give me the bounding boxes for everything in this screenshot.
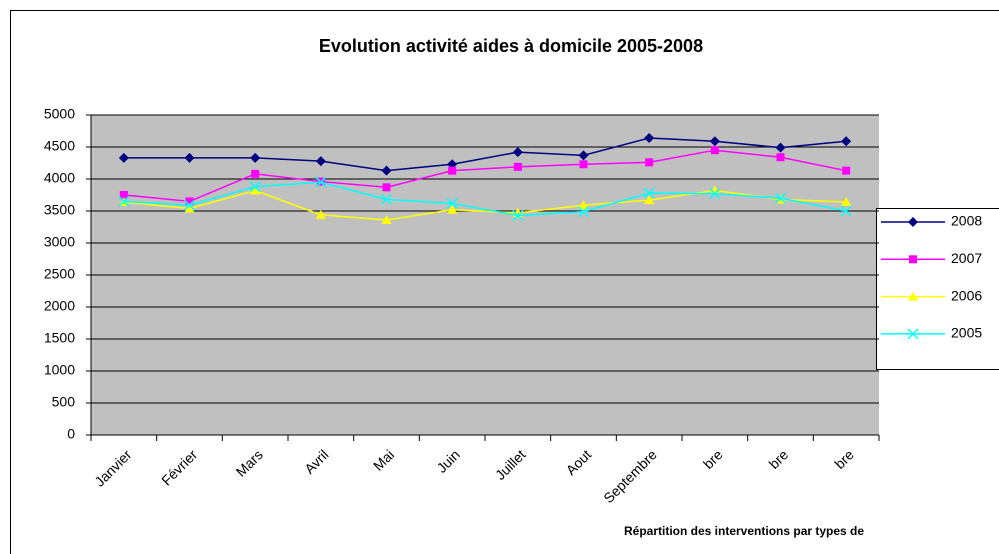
marker: [841, 197, 852, 207]
y-tick-label: 4500: [44, 138, 75, 154]
legend-label: 2006: [951, 287, 982, 303]
legend-label: 2005: [951, 325, 982, 341]
marker: [775, 142, 786, 153]
marker: [709, 188, 721, 200]
marker: [315, 209, 326, 219]
legend-label: 2008: [951, 213, 982, 229]
marker: [908, 291, 918, 301]
marker: [448, 166, 457, 175]
marker: [185, 197, 194, 206]
marker: [382, 183, 391, 192]
series-line: [123, 137, 847, 172]
marker: [841, 136, 852, 147]
y-tick-label: 0: [67, 426, 75, 442]
marker: [184, 203, 195, 213]
marker: [907, 328, 919, 340]
marker: [251, 169, 260, 178]
y-tick-label: 5000: [44, 106, 75, 122]
marker: [447, 204, 458, 214]
marker: [842, 166, 851, 175]
marker: [579, 160, 588, 169]
marker: [578, 200, 589, 210]
y-tick-label: 2000: [44, 298, 75, 314]
series-line: [123, 181, 847, 217]
marker: [183, 199, 196, 211]
marker: [578, 150, 589, 161]
marker: [709, 136, 720, 147]
marker: [512, 209, 524, 222]
marker: [118, 152, 129, 163]
marker: [381, 165, 392, 176]
y-tick-label: 1500: [44, 330, 75, 346]
marker: [908, 217, 918, 227]
marker: [776, 153, 785, 162]
marker: [710, 146, 719, 155]
series-line: [123, 149, 847, 203]
marker: [315, 156, 326, 167]
y-tick-label: 4000: [44, 170, 75, 186]
marker: [119, 191, 128, 199]
y-tick-label: 500: [52, 394, 76, 410]
marker: [644, 133, 655, 144]
marker: [250, 152, 261, 163]
legend: [876, 208, 999, 370]
marker: [381, 214, 392, 224]
chart-title: Evolution activité aides à domicile 2005…: [319, 36, 703, 56]
marker: [315, 176, 327, 188]
marker: [380, 193, 393, 206]
marker: [840, 205, 852, 217]
y-tick-label: 3000: [44, 234, 75, 250]
marker: [774, 192, 787, 204]
marker: [909, 255, 917, 264]
marker: [250, 185, 261, 195]
y-tick-label: 1000: [44, 362, 75, 378]
marker: [118, 195, 130, 207]
marker: [512, 147, 523, 158]
marker: [249, 181, 261, 193]
marker: [577, 206, 590, 218]
marker: [513, 162, 522, 171]
marker: [644, 195, 655, 205]
marker: [643, 187, 655, 199]
marker: [446, 197, 458, 209]
footer-text: Répartition des interventions par types …: [624, 524, 864, 538]
y-tick-label: 3500: [44, 202, 75, 218]
marker: [645, 158, 654, 167]
legend-label: 2007: [951, 250, 982, 266]
series-line: [123, 189, 847, 221]
y-tick-label: 2500: [44, 266, 75, 282]
marker: [184, 152, 195, 163]
